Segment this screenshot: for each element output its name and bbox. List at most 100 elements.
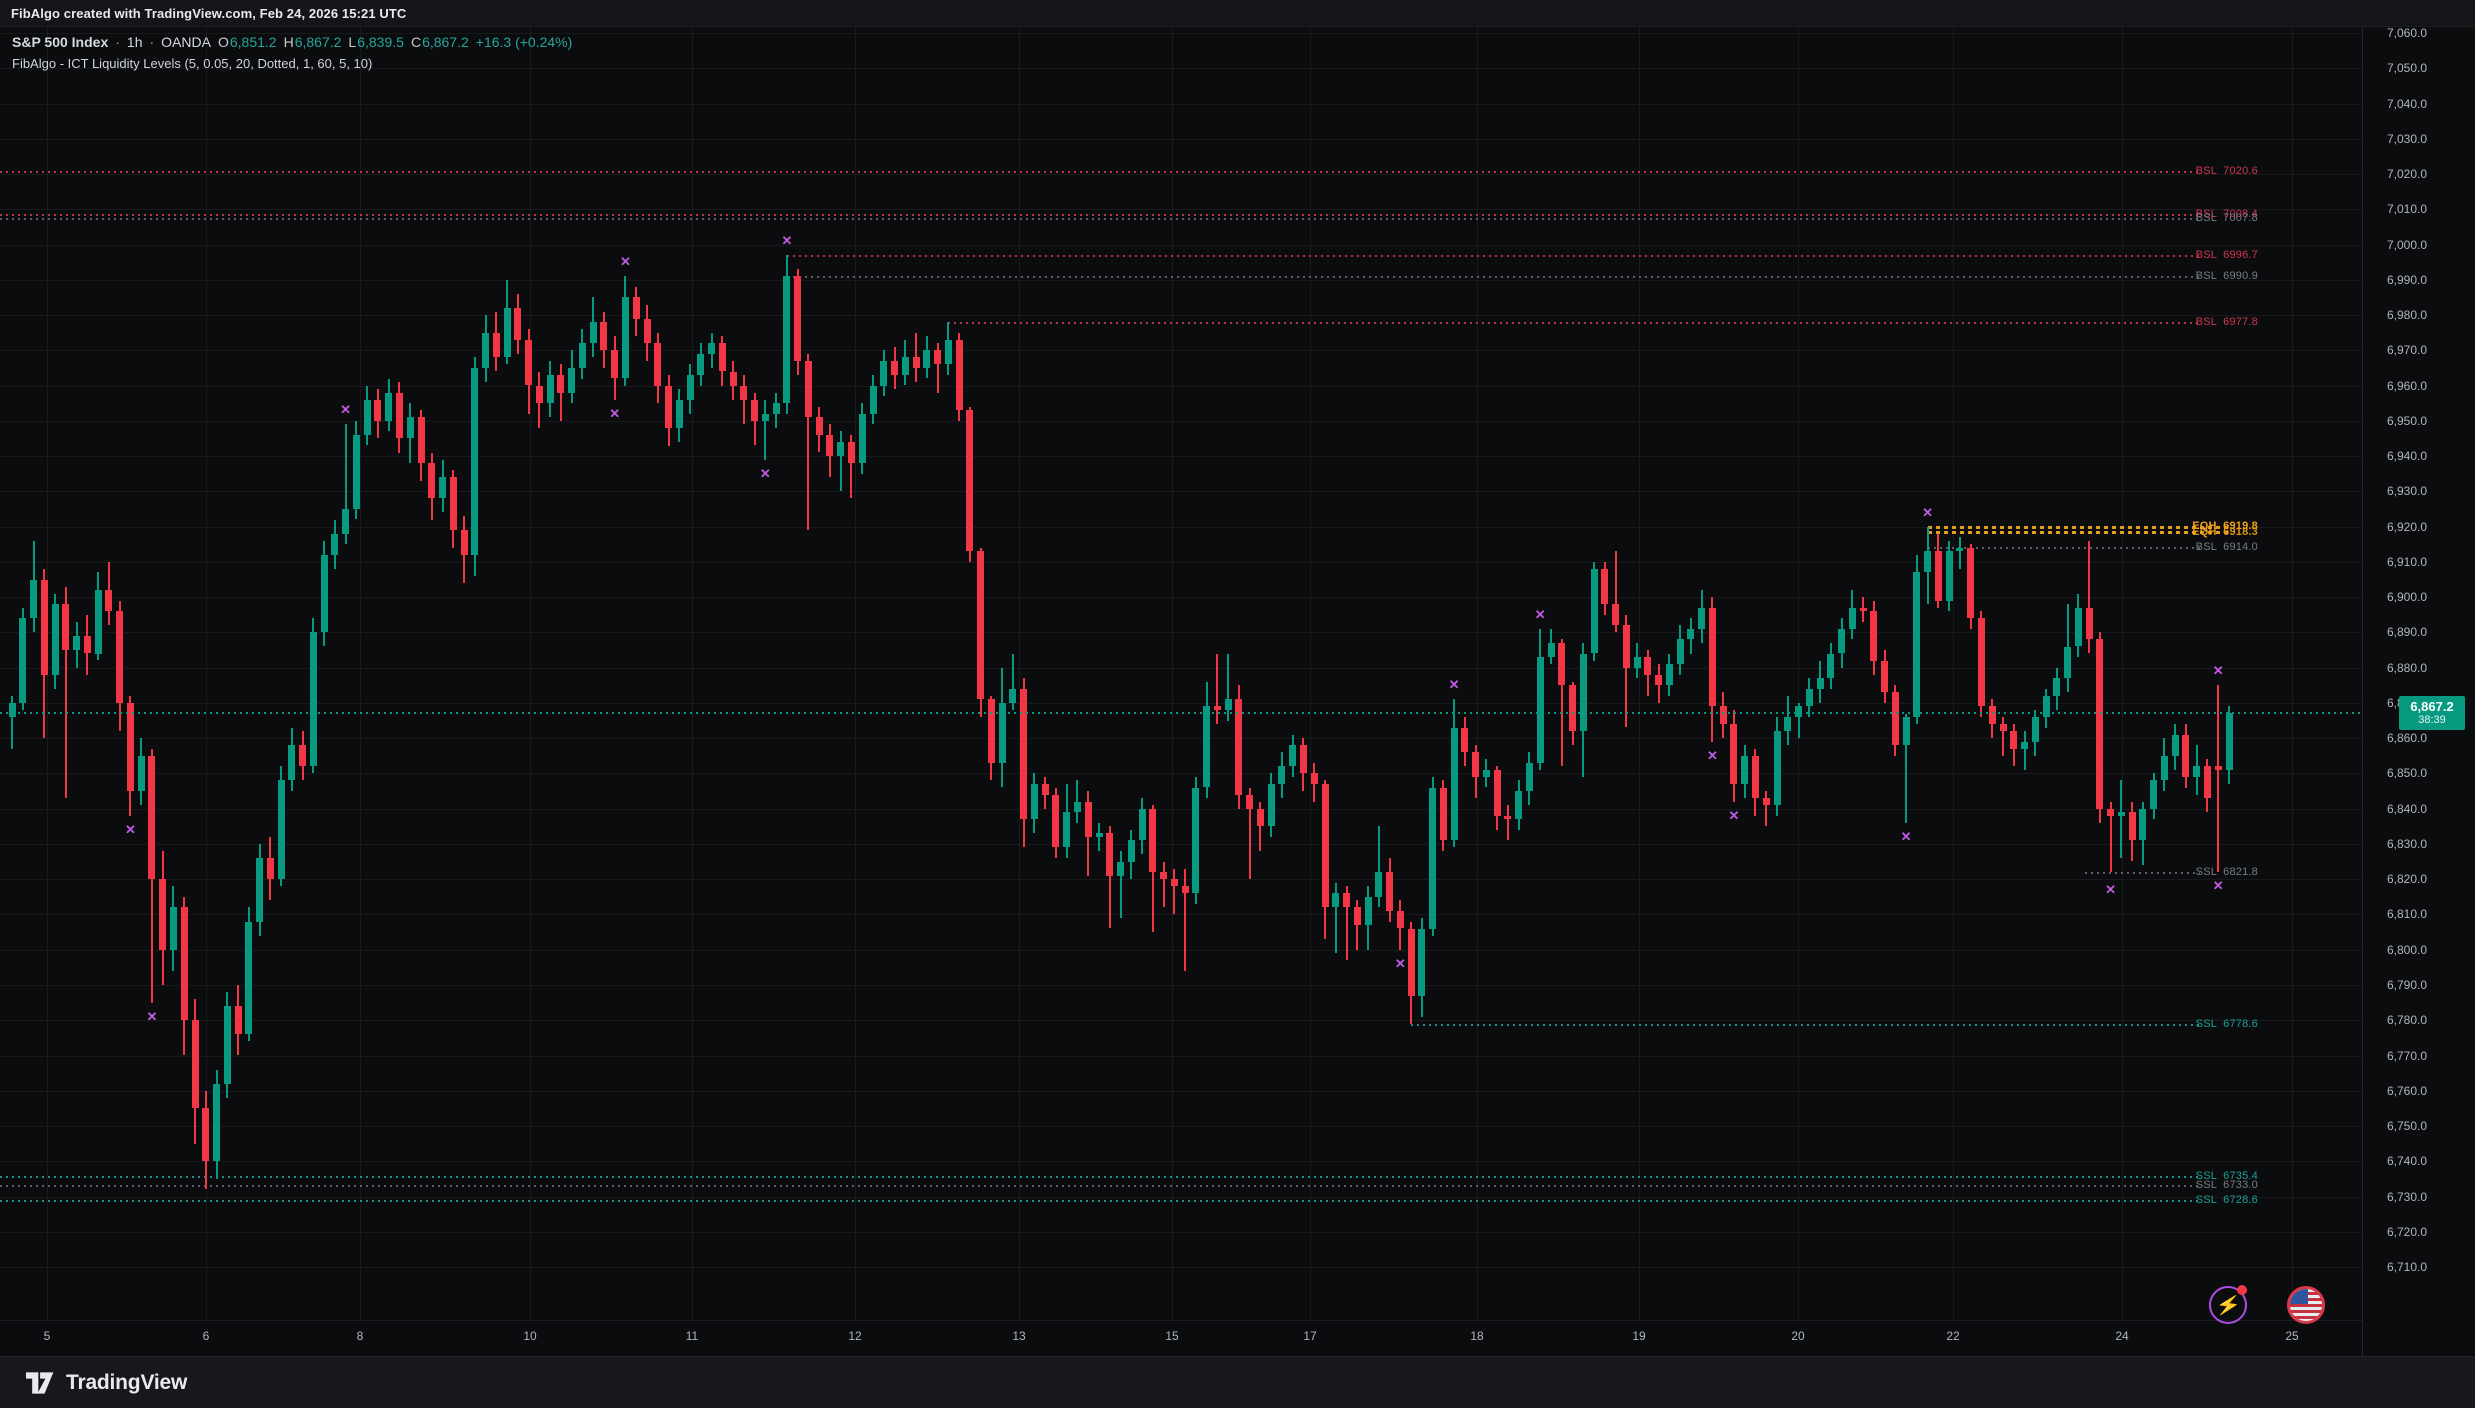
price-axis-label: 6,830.0 xyxy=(2387,836,2428,851)
candle-body xyxy=(535,385,543,404)
price-gridline xyxy=(0,879,2362,881)
swing-x-mark: ✕ xyxy=(340,402,352,418)
candle-body xyxy=(1450,727,1458,841)
candle-body xyxy=(83,635,91,654)
candle-body xyxy=(1601,568,1609,605)
candle-body xyxy=(1299,745,1307,774)
candle-body xyxy=(1138,808,1146,841)
candle-body xyxy=(2182,734,2190,777)
price-gridline xyxy=(0,315,2362,317)
candle-body xyxy=(1117,861,1124,876)
swing-x-mark: ✕ xyxy=(2212,878,2224,894)
price-gridline xyxy=(0,597,2362,599)
candle-body xyxy=(621,297,629,379)
time-gridline xyxy=(1798,0,1799,1320)
candle-wick xyxy=(1108,826,1111,929)
candle-body xyxy=(1633,657,1641,668)
candle-body xyxy=(309,632,317,767)
candle-wick xyxy=(1765,791,1768,827)
candle-body xyxy=(837,442,845,457)
candle-body xyxy=(1687,628,1695,640)
page-title: FibAlgo created with TradingView.com, Fe… xyxy=(11,5,407,21)
candle-body xyxy=(148,755,156,880)
candle-wick xyxy=(1248,787,1251,880)
candle-wick xyxy=(1076,780,1079,823)
price-axis[interactable]: 6,867.2 38:39 7,060.0 7,050.0 7,040.0 7,030… xyxy=(2362,0,2475,1356)
candle-wick xyxy=(1227,653,1230,721)
symbol-legend-row[interactable]: S&P 500 Index · 1h · OANDA O 6,851.2 H 6… xyxy=(12,34,572,50)
price-axis-label: 6,970.0 xyxy=(2387,343,2428,358)
candle-body xyxy=(1235,699,1243,795)
time-axis-label: 24 xyxy=(2115,1329,2129,1343)
candle-body xyxy=(385,392,393,421)
ssl-liquidity-label: SSL 6735.4 xyxy=(2195,1170,2258,1183)
candle-body xyxy=(1784,717,1792,732)
price-gridline xyxy=(0,68,2362,70)
price-gridline xyxy=(0,1161,2362,1163)
candle-body xyxy=(1386,872,1393,911)
candle-body xyxy=(1289,745,1297,767)
price-axis-label: 6,760.0 xyxy=(2387,1083,2428,1098)
candle-body xyxy=(1407,928,1415,996)
candle-wick xyxy=(915,332,917,383)
time-gridline xyxy=(360,0,361,1320)
bsl-liquidity-line xyxy=(1928,546,2200,549)
candle-body xyxy=(471,367,479,555)
tradingview-logo-icon[interactable] xyxy=(26,1370,56,1396)
indicator-legend-row[interactable]: FibAlgo - ICT Liquidity Levels (5, 0.05,… xyxy=(12,56,373,71)
time-axis-label: 20 xyxy=(1791,1329,1805,1343)
candle-body xyxy=(503,308,511,358)
candle-body xyxy=(2085,607,2093,640)
candle-body xyxy=(202,1108,210,1162)
ssl-liquidity-line xyxy=(0,1200,2200,1203)
tradingview-logo-text[interactable]: TradingView xyxy=(66,1370,188,1394)
timeframe: 1h xyxy=(126,34,143,50)
candle-body xyxy=(686,375,694,400)
time-gridline xyxy=(2292,0,2293,1320)
candle-body xyxy=(256,858,263,922)
candle-wick xyxy=(11,695,13,749)
price-axis-label: 6,800.0 xyxy=(2387,942,2428,957)
candle-body xyxy=(880,360,888,386)
candle-body xyxy=(234,1006,242,1035)
price-gridline xyxy=(0,1055,2362,1057)
candle-body xyxy=(987,699,995,763)
time-axis-label: 19 xyxy=(1632,1329,1646,1343)
candle-body xyxy=(1881,660,1889,693)
price-axis-label: 6,730.0 xyxy=(2387,1189,2428,1204)
ssl-liquidity-line xyxy=(0,1184,2200,1187)
price-axis-label: 7,040.0 xyxy=(2387,96,2428,111)
candle-body xyxy=(1569,685,1576,732)
candle-body xyxy=(1924,551,1932,573)
candle-body xyxy=(1547,642,1555,657)
price-gridline xyxy=(0,738,2362,740)
eqh-line xyxy=(1928,525,2228,529)
swing-x-mark: ✕ xyxy=(1706,747,1718,763)
candle-body xyxy=(1106,833,1114,876)
lightning-badge-icon[interactable]: ⚡ xyxy=(2209,1285,2247,1324)
candle-body xyxy=(1913,572,1921,717)
bsl-liquidity-label: BSL 7007.8 xyxy=(2195,212,2258,225)
candle-body xyxy=(708,343,715,354)
time-axis-label: 10 xyxy=(523,1329,537,1343)
candle-body xyxy=(514,308,522,340)
price-axis-label: 6,880.0 xyxy=(2387,660,2428,675)
candle-body xyxy=(557,375,565,393)
candle-body xyxy=(1590,568,1598,654)
us-flag-badge-icon[interactable] xyxy=(2287,1286,2325,1324)
candle-wick xyxy=(1356,900,1359,950)
candle-body xyxy=(439,477,446,499)
candle-body xyxy=(1461,727,1469,753)
bsl-liquidity-line xyxy=(0,218,2200,221)
bsl-liquidity-line xyxy=(0,170,2200,173)
candle-body xyxy=(126,702,134,791)
candle-body xyxy=(1472,752,1480,777)
candle-wick xyxy=(1625,614,1628,728)
time-axis[interactable]: 5 6 8 10 11 12 13 15 17 18 19 20 22 24 25 xyxy=(0,1320,2362,1356)
candle-body xyxy=(847,442,855,464)
candle-body xyxy=(1073,801,1081,813)
price-gridline xyxy=(0,174,2362,175)
candle-body xyxy=(116,611,124,703)
candle-wick xyxy=(64,586,67,798)
